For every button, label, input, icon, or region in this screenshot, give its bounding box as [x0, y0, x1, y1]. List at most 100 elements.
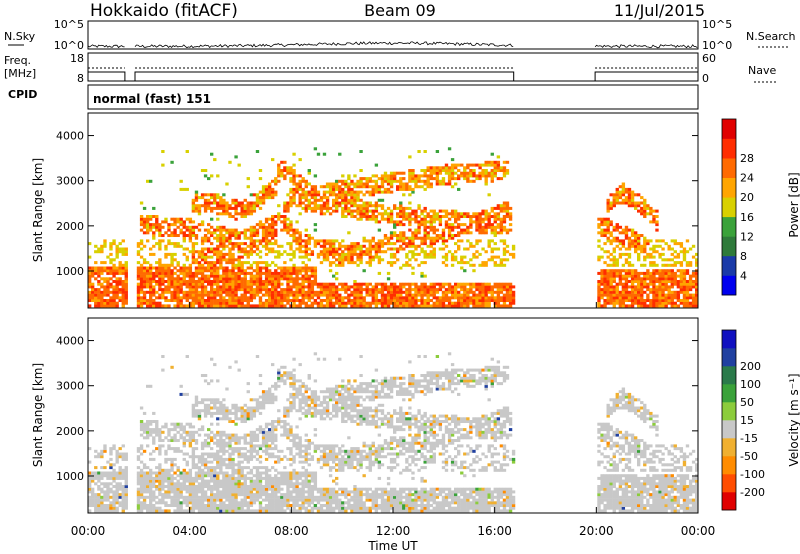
power-cell	[155, 217, 159, 221]
power-cell	[420, 250, 424, 254]
velocity-cell	[146, 506, 150, 510]
power-cell	[676, 293, 681, 297]
power-cell	[362, 177, 366, 181]
power-cell	[508, 296, 513, 300]
power-cell	[368, 239, 372, 243]
power-cell	[234, 228, 238, 232]
velocity-cell	[207, 509, 211, 513]
velocity-cell	[139, 460, 144, 464]
power-cell	[502, 166, 507, 170]
power-cell	[429, 171, 433, 175]
velocity-cell	[216, 422, 220, 426]
power-cell	[112, 301, 116, 305]
power-cell	[231, 299, 235, 303]
velocity-cell	[146, 482, 150, 486]
power-cell	[679, 274, 684, 278]
power-cell	[627, 236, 632, 240]
power-cell	[380, 185, 385, 189]
power-cell	[203, 174, 208, 178]
velocity-cell	[152, 485, 156, 489]
power-cell	[679, 282, 684, 286]
power-cell	[271, 225, 275, 229]
power-cell	[328, 252, 333, 256]
power-cell	[173, 258, 177, 262]
power-cell	[261, 304, 266, 308]
colorbar-tick-label: 12	[740, 230, 754, 243]
power-cell	[231, 290, 235, 294]
power-cell	[347, 177, 351, 181]
velocity-cell	[176, 485, 180, 489]
power-cell	[371, 185, 375, 189]
power-cell	[463, 282, 467, 286]
power-cell	[393, 261, 397, 265]
power-cell	[188, 274, 193, 278]
power-cell	[447, 169, 452, 173]
power-cell	[484, 250, 488, 254]
power-cell	[261, 271, 266, 275]
velocity-cell	[179, 501, 183, 505]
power-cell	[316, 304, 321, 308]
power-cell	[146, 239, 150, 243]
velocity-cell	[118, 487, 122, 491]
velocity-cell	[207, 468, 211, 472]
velocity-cell	[164, 479, 168, 483]
velocity-cell	[100, 487, 104, 491]
power-cell	[484, 293, 488, 297]
power-cell	[481, 225, 485, 229]
power-cell	[676, 261, 681, 265]
power-cell	[207, 304, 211, 308]
power-cell	[289, 271, 293, 275]
power-cell	[264, 185, 269, 189]
power-cell	[335, 201, 339, 205]
power-cell	[685, 285, 690, 289]
power-cell	[136, 274, 141, 278]
power-cell	[362, 239, 366, 243]
velocity-cell	[200, 471, 205, 475]
power-cell	[219, 290, 223, 294]
power-cell	[335, 301, 339, 305]
power-cell	[115, 277, 119, 281]
power-cell	[271, 231, 275, 235]
power-cell	[673, 301, 677, 305]
power-cell	[118, 271, 122, 275]
power-cell	[243, 299, 247, 303]
power-cell	[386, 242, 391, 246]
power-cell	[213, 236, 217, 240]
power-cell	[688, 277, 693, 281]
power-cell	[307, 204, 311, 208]
velocity-cell	[136, 490, 141, 494]
power-cell	[271, 234, 275, 238]
velocity-cell	[191, 476, 196, 480]
power-cell	[203, 293, 208, 297]
power-cell	[603, 223, 607, 227]
velocity-cell	[167, 485, 171, 489]
power-cell	[478, 290, 482, 294]
power-cell	[432, 255, 436, 259]
power-cell	[420, 293, 424, 297]
power-cell	[207, 231, 211, 235]
power-cell	[213, 299, 217, 303]
power-cell	[444, 169, 449, 173]
power-cell	[304, 204, 308, 208]
power-cell	[325, 190, 330, 194]
power-cell	[386, 206, 391, 210]
power-cell	[649, 299, 653, 303]
power-cell	[289, 285, 293, 289]
power-cell	[661, 296, 665, 300]
power-cell	[612, 301, 616, 305]
power-cell	[481, 174, 485, 178]
power-cell	[264, 304, 269, 308]
velocity-cell	[97, 504, 101, 508]
power-cell	[274, 293, 278, 297]
power-cell	[152, 285, 156, 289]
power-cell	[188, 231, 193, 235]
power-cell	[499, 304, 504, 308]
power-cell	[496, 263, 501, 267]
power-cell	[634, 234, 638, 238]
power-cell	[408, 242, 412, 246]
velocity-cell	[121, 490, 125, 494]
power-cell	[463, 269, 467, 273]
power-cell	[304, 301, 308, 305]
colorbar-swatch	[722, 119, 736, 139]
velocity-cell	[188, 433, 193, 437]
